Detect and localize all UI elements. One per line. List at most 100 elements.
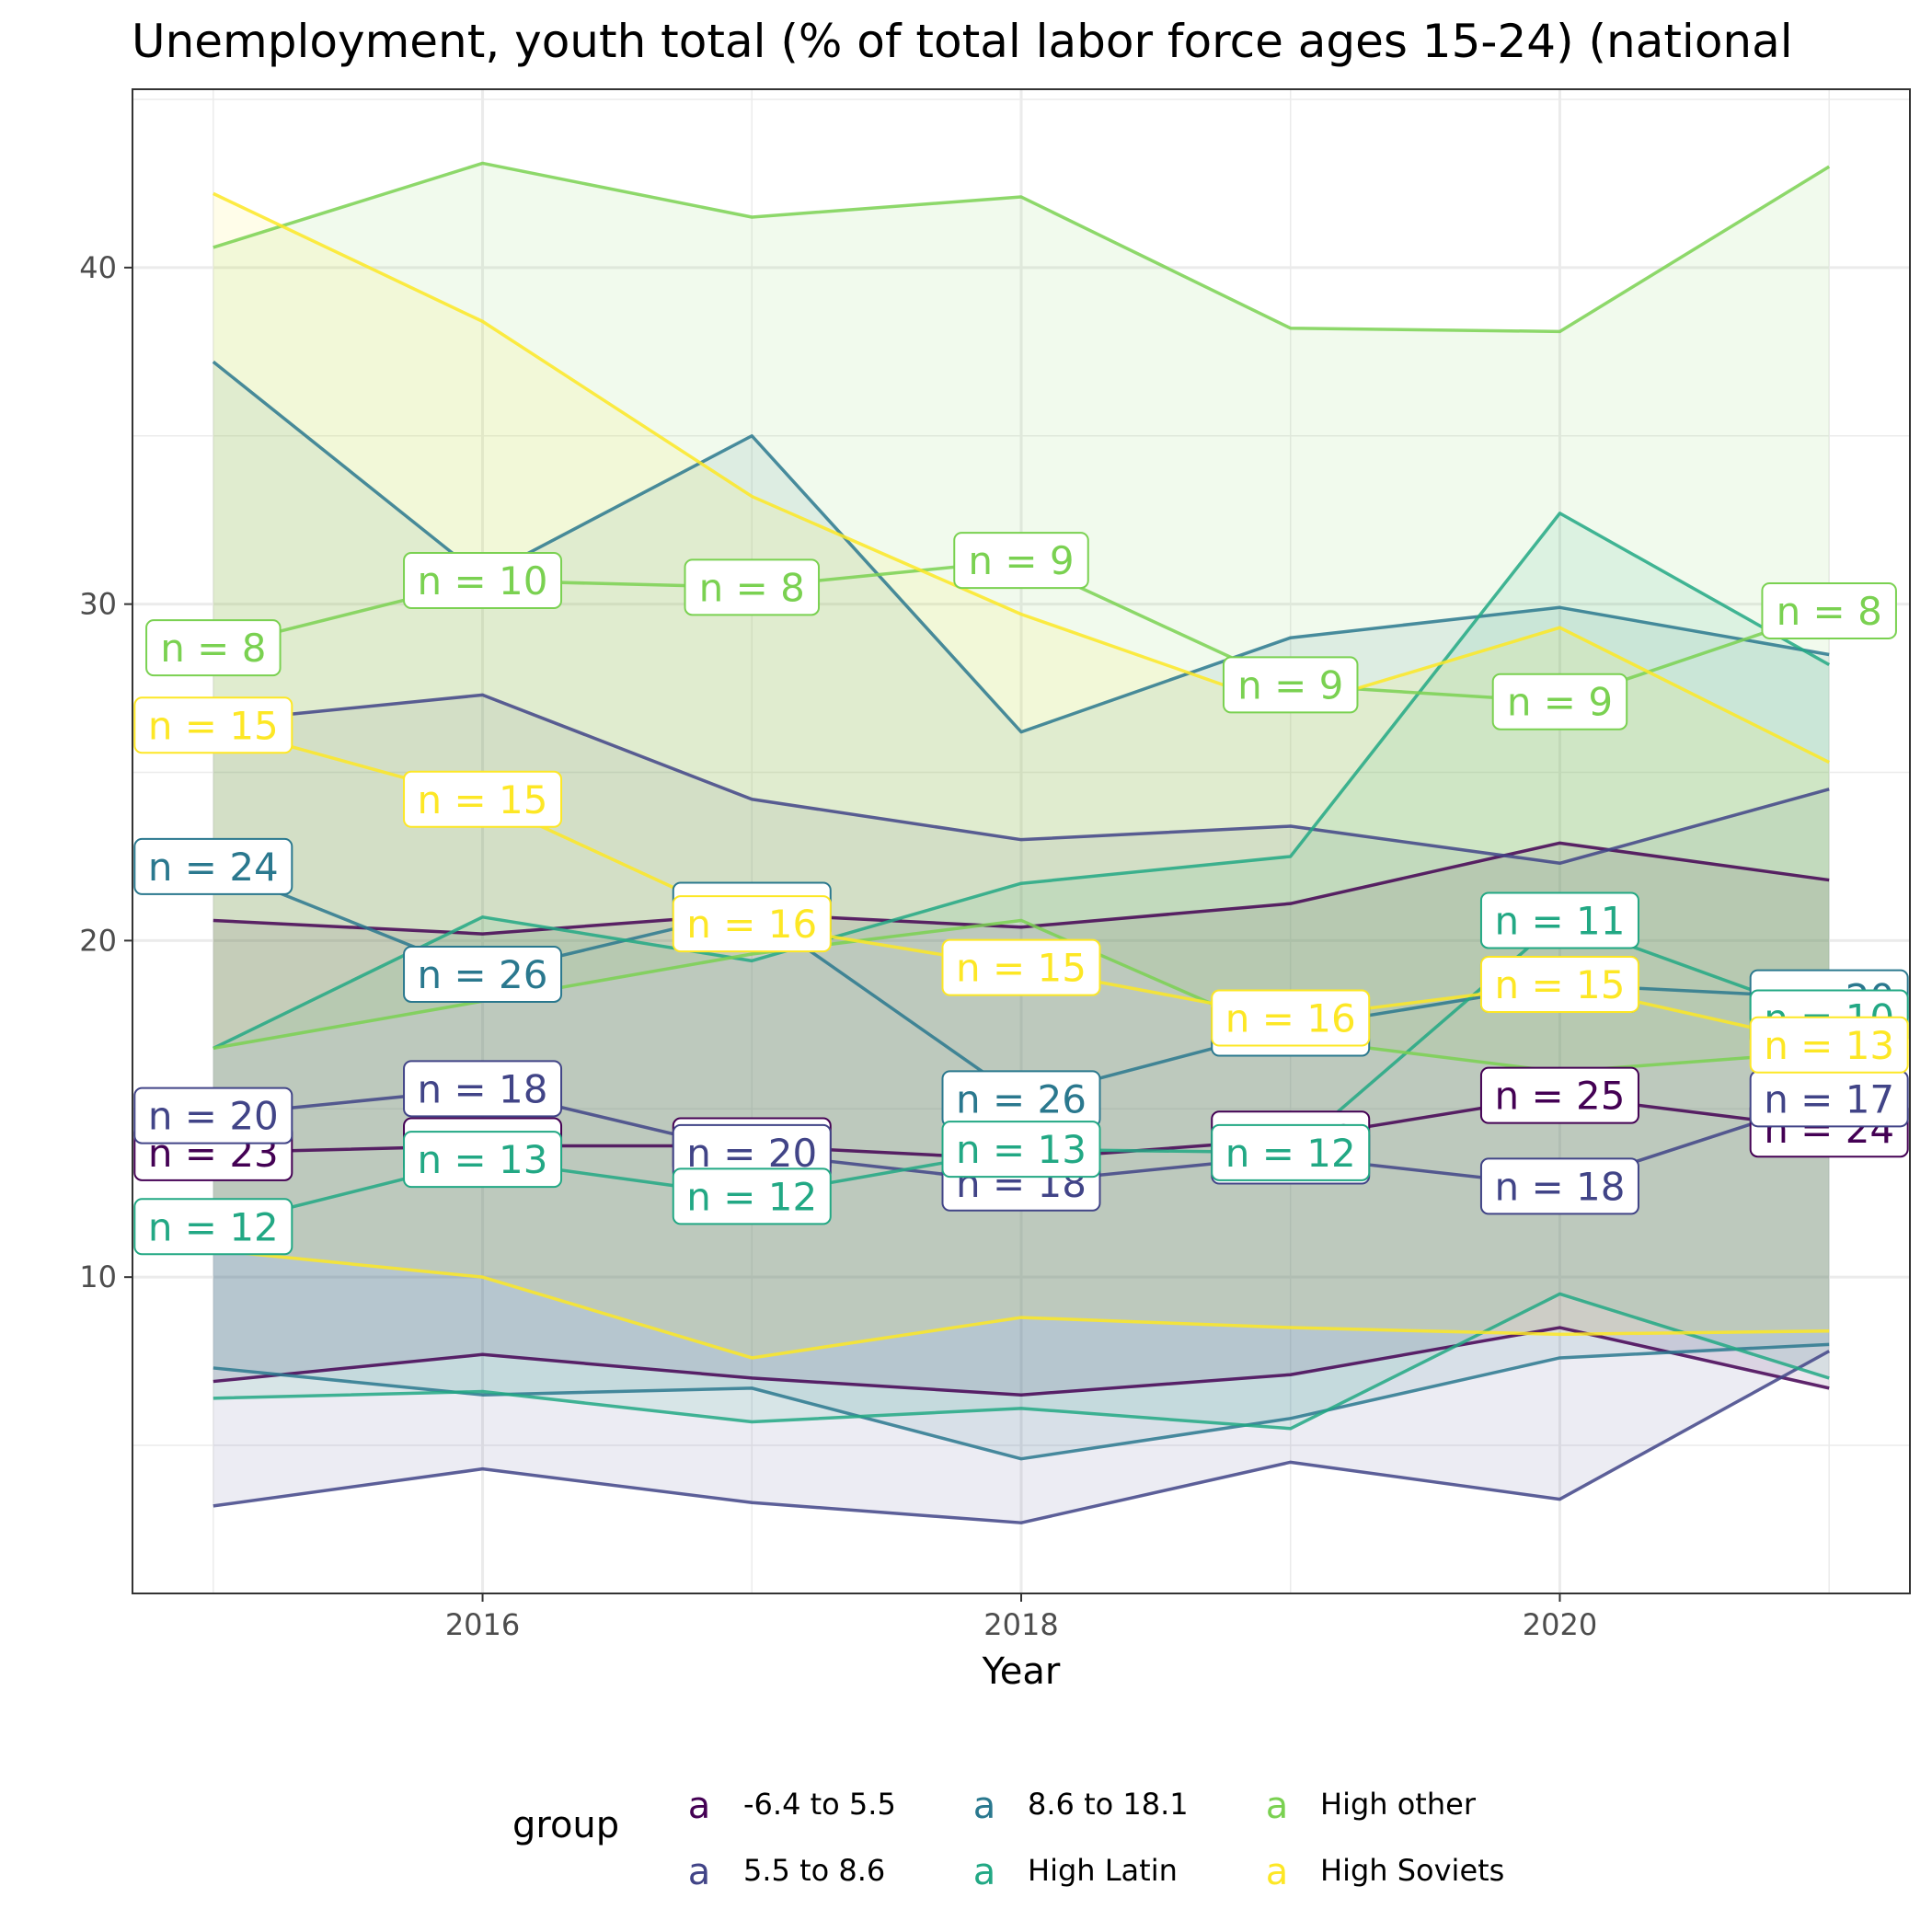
n-label-box (1222, 656, 1359, 714)
n-label-text: n = 12 (1225, 1131, 1356, 1176)
line-lower-high-latin (213, 1292, 1830, 1431)
n-label-high-other: n = 8 (684, 558, 821, 616)
x-tick-label: 2018 (983, 1607, 1058, 1642)
n-label-box (1479, 1157, 1639, 1215)
n-label-box (672, 1167, 832, 1225)
y-tick-label: 40 (79, 250, 117, 285)
n-label-text: n = 15 (956, 946, 1087, 991)
legend-label-high-other: High other (1320, 1787, 1477, 1822)
n-label-box (953, 532, 1089, 590)
n-label-text: n = 8 (699, 565, 805, 610)
n-label-high-latin: n = 12 (1211, 1123, 1371, 1181)
line-lower-8-6-to-18-1 (213, 1342, 1830, 1461)
n-label-high-soviets: n = 15 (133, 696, 293, 754)
n-label-high-soviets: n = 15 (941, 938, 1101, 996)
n-label-6-4-to-5-5: n = 25 (1479, 1066, 1639, 1124)
y-tick-label: 30 (79, 587, 117, 622)
n-label-5-5-to-8-6: n = 18 (1479, 1157, 1639, 1215)
n-label-high-other: n = 10 (403, 552, 563, 610)
ribbon-high-soviets (213, 193, 1830, 1358)
x-axis-title: Year (982, 1650, 1061, 1693)
n-label-text: n = 13 (1764, 1023, 1894, 1068)
legend-label-high-latin: High Latin (1028, 1853, 1178, 1888)
legend-key-high-latin: a (973, 1851, 996, 1893)
n-label-5-5-to-8-6: n = 20 (133, 1087, 293, 1144)
n-label-high-other: n = 8 (145, 619, 282, 677)
n-label-text: n = 25 (1494, 1074, 1625, 1119)
n-label-text: n = 17 (1764, 1076, 1894, 1121)
n-label-high-other: n = 8 (1761, 581, 1897, 639)
y-tick-label: 10 (79, 1259, 117, 1294)
n-label-text: n = 13 (956, 1127, 1087, 1172)
n-label-high-other: n = 9 (1491, 673, 1628, 730)
n-label-box (1491, 673, 1628, 730)
n-label-box (672, 895, 832, 953)
y-tick-label: 20 (79, 923, 117, 958)
n-label-text: n = 16 (686, 902, 817, 947)
n-label-text: n = 15 (418, 777, 548, 822)
n-label-text: n = 16 (1225, 996, 1356, 1041)
y-axis: 10 20 30 40 (79, 250, 132, 1294)
n-label-8-6-to-18-1: n = 26 (941, 1070, 1101, 1128)
legend-key-8-6-to-18-1: a (973, 1785, 996, 1827)
legend-key-high-other: a (1266, 1785, 1289, 1827)
line-upper-5-5-to-8-6 (213, 693, 1830, 866)
n-label-box (403, 770, 563, 828)
line-lower-5-5-to-8-6 (213, 1350, 1831, 1524)
n-label-box (133, 1198, 293, 1256)
line-upper-high-soviets (213, 191, 1830, 765)
line-upper-high-other (213, 161, 1831, 334)
n-label-box (941, 938, 1101, 996)
n-label-box (403, 1131, 563, 1189)
n-label-box (1479, 1066, 1639, 1124)
n-label-text: n = 24 (148, 845, 279, 890)
n-label-high-latin: n = 12 (133, 1198, 293, 1256)
n-label-high-latin: n = 11 (1479, 891, 1639, 949)
legend-label-6-4-to-5-5: -6.4 to 5.5 (743, 1787, 896, 1822)
n-label-text: n = 9 (1237, 662, 1343, 707)
n-label-high-soviets: n = 16 (1211, 989, 1371, 1047)
n-label-box (1211, 1123, 1371, 1181)
legend-label-high-soviets: High Soviets (1320, 1853, 1504, 1888)
line-upper-6-4-to-5-5 (213, 841, 1830, 936)
n-label-text: n = 18 (418, 1066, 548, 1111)
n-label-8-6-to-18-1: n = 26 (403, 945, 563, 1003)
ribbons (213, 163, 1830, 1524)
n-label-box (1761, 581, 1897, 639)
n-label-box (1211, 989, 1371, 1047)
n-label-text: n = 12 (686, 1174, 817, 1219)
n-label-high-soviets: n = 15 (403, 770, 563, 828)
n-label-text: n = 11 (1494, 898, 1625, 943)
legend-key-6-4-to-5-5: a (688, 1785, 711, 1827)
line-lower-6-4-to-5-5 (213, 1326, 1830, 1397)
n-label-5-5-to-8-6: n = 17 (1749, 1070, 1909, 1128)
x-tick-label: 2020 (1523, 1607, 1597, 1642)
n-label-high-latin: n = 12 (672, 1167, 832, 1225)
n-label-high-soviets: n = 13 (1749, 1016, 1909, 1074)
line-lower-high-soviets (213, 1248, 1830, 1360)
x-axis: 2016 2018 2020 (445, 1593, 1597, 1642)
legend-title: group (512, 1804, 619, 1846)
n-label-box (145, 619, 282, 677)
n-label-high-other: n = 9 (953, 532, 1089, 590)
legend-key-5-5-to-8-6: a (688, 1851, 711, 1893)
n-label-text: n = 10 (418, 558, 548, 604)
n-label-box (403, 552, 563, 610)
n-label-8-6-to-18-1: n = 24 (133, 837, 293, 895)
ribbon-8-6-to-18-1 (213, 362, 1830, 1459)
n-label-box (133, 1087, 293, 1144)
n-label-high-soviets: n = 16 (672, 895, 832, 953)
n-label-text: n = 15 (148, 703, 279, 748)
n-label-text: n = 9 (1507, 680, 1613, 725)
n-label-text: n = 26 (418, 952, 548, 997)
x-tick-label: 2016 (445, 1607, 520, 1642)
chart-title: Unemployment, youth total (% of total la… (132, 15, 1793, 68)
n-label-box (403, 945, 563, 1003)
legend-label-5-5-to-8-6: 5.5 to 8.6 (743, 1853, 885, 1888)
n-label-box (133, 837, 293, 895)
n-label-text: n = 9 (968, 538, 1074, 583)
n-label-5-5-to-8-6: n = 18 (403, 1060, 563, 1118)
n-label-text: n = 18 (1494, 1164, 1625, 1209)
n-label-text: n = 8 (160, 626, 266, 671)
n-label-text: n = 8 (1777, 589, 1882, 634)
